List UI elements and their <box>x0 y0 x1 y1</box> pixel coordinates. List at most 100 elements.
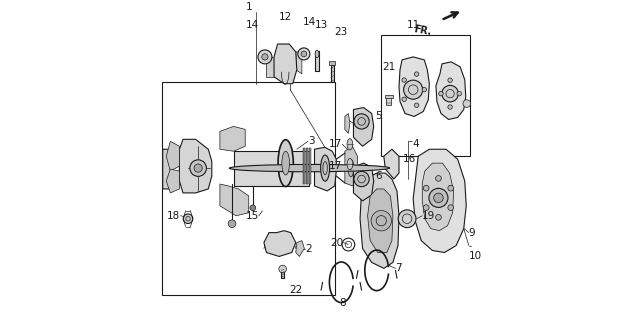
Ellipse shape <box>282 151 290 175</box>
Circle shape <box>429 188 448 207</box>
Circle shape <box>448 205 453 211</box>
Polygon shape <box>163 149 173 189</box>
Circle shape <box>414 72 419 76</box>
Circle shape <box>190 160 207 176</box>
Text: 3: 3 <box>308 136 315 146</box>
Ellipse shape <box>229 164 389 172</box>
Circle shape <box>442 85 458 102</box>
Text: FR.: FR. <box>413 24 433 37</box>
Circle shape <box>258 50 272 64</box>
Text: 21: 21 <box>382 62 396 72</box>
Circle shape <box>371 211 391 231</box>
Text: 14: 14 <box>303 17 316 27</box>
Text: 13: 13 <box>315 20 328 30</box>
Polygon shape <box>399 57 430 116</box>
Text: 15: 15 <box>246 211 259 221</box>
Circle shape <box>448 78 452 83</box>
Circle shape <box>402 78 406 82</box>
Polygon shape <box>264 231 296 256</box>
Circle shape <box>439 92 443 96</box>
Text: 18: 18 <box>167 211 180 221</box>
Polygon shape <box>384 149 399 179</box>
Polygon shape <box>220 126 245 151</box>
Polygon shape <box>166 141 180 171</box>
Circle shape <box>298 48 310 60</box>
Ellipse shape <box>321 155 330 181</box>
Polygon shape <box>345 146 357 186</box>
Polygon shape <box>266 57 274 77</box>
Circle shape <box>436 176 441 181</box>
Text: 6: 6 <box>375 171 382 181</box>
Text: 5: 5 <box>375 111 382 122</box>
Circle shape <box>262 54 268 60</box>
Polygon shape <box>274 44 297 84</box>
Bar <box>315 51 319 71</box>
Polygon shape <box>354 163 374 201</box>
Text: 2: 2 <box>305 244 312 253</box>
Text: 1: 1 <box>246 2 253 12</box>
Circle shape <box>448 105 452 109</box>
Bar <box>303 148 304 184</box>
Bar <box>329 61 335 65</box>
Polygon shape <box>315 147 336 191</box>
Bar <box>234 151 310 186</box>
Text: 14: 14 <box>246 20 259 30</box>
Text: 23: 23 <box>335 27 348 37</box>
Circle shape <box>423 185 429 191</box>
Text: 9: 9 <box>469 228 475 238</box>
Text: 20: 20 <box>330 237 344 248</box>
Circle shape <box>402 97 406 101</box>
Polygon shape <box>413 149 466 252</box>
Bar <box>385 95 392 98</box>
Bar <box>306 148 307 184</box>
Text: 10: 10 <box>469 251 482 260</box>
Bar <box>281 269 284 278</box>
Polygon shape <box>220 184 249 216</box>
Polygon shape <box>345 114 350 133</box>
Polygon shape <box>354 108 374 146</box>
Polygon shape <box>360 173 399 268</box>
Circle shape <box>423 205 429 211</box>
Circle shape <box>194 164 202 172</box>
Text: 12: 12 <box>279 12 292 22</box>
Bar <box>330 65 334 82</box>
Ellipse shape <box>278 140 293 187</box>
Circle shape <box>414 103 419 108</box>
Bar <box>310 148 311 184</box>
Polygon shape <box>296 52 302 74</box>
Ellipse shape <box>347 158 353 170</box>
Polygon shape <box>422 163 453 231</box>
Bar <box>386 97 391 105</box>
Polygon shape <box>436 62 466 119</box>
Circle shape <box>448 185 453 191</box>
Text: 8: 8 <box>339 298 345 308</box>
Ellipse shape <box>347 139 353 150</box>
Polygon shape <box>367 189 393 252</box>
Text: 22: 22 <box>290 285 303 295</box>
Bar <box>381 35 470 156</box>
Polygon shape <box>166 169 180 193</box>
Circle shape <box>301 51 306 57</box>
Text: 17: 17 <box>329 139 342 149</box>
Circle shape <box>354 114 369 129</box>
Circle shape <box>463 100 470 108</box>
Ellipse shape <box>315 50 319 58</box>
Bar <box>162 82 335 295</box>
Circle shape <box>457 92 462 96</box>
Polygon shape <box>180 139 212 193</box>
Circle shape <box>422 87 426 92</box>
Text: 16: 16 <box>403 154 416 164</box>
Text: 17: 17 <box>329 161 342 171</box>
Ellipse shape <box>348 159 354 177</box>
Polygon shape <box>296 241 305 256</box>
Circle shape <box>436 214 441 220</box>
Circle shape <box>434 193 443 203</box>
Bar <box>309 148 310 184</box>
Circle shape <box>279 265 286 273</box>
Circle shape <box>183 214 193 223</box>
Text: 19: 19 <box>422 211 435 221</box>
Text: 4: 4 <box>412 139 419 149</box>
Circle shape <box>354 172 369 187</box>
Circle shape <box>250 205 256 211</box>
Circle shape <box>404 80 423 99</box>
